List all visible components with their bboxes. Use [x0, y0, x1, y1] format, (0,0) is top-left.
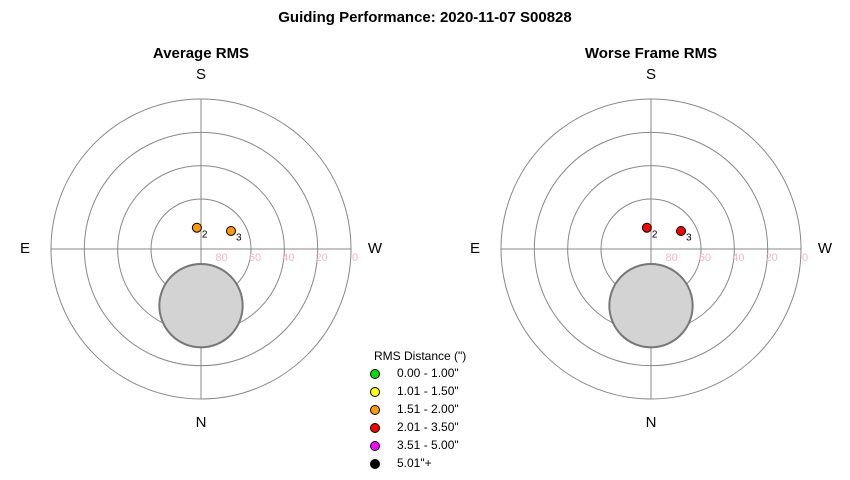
point-label: 3 — [236, 233, 242, 244]
direction-label: E — [20, 240, 30, 257]
legend-marker — [370, 369, 380, 379]
r-tick-label: 0 — [352, 252, 358, 264]
direction-label: W — [818, 240, 833, 257]
direction-label: S — [646, 66, 656, 83]
r-tick-label: 80 — [216, 252, 228, 264]
r-tick-label: 0 — [802, 252, 808, 264]
point-label: 3 — [686, 233, 692, 244]
r-tick-label: 20 — [766, 252, 778, 264]
r-tick-label: 60 — [249, 252, 261, 264]
point-label: 2 — [202, 229, 208, 240]
legend-marker — [370, 405, 380, 415]
direction-label: S — [196, 66, 206, 83]
legend-label: 1.01 - 1.50" — [397, 384, 459, 398]
point — [226, 225, 237, 236]
point — [676, 225, 687, 236]
legend-marker — [370, 387, 380, 397]
exclusion-zone — [158, 263, 244, 349]
r-tick-label: 60 — [699, 252, 711, 264]
r-tick-label: 40 — [732, 252, 744, 264]
page-title: Guiding Performance: 2020-11-07 S00828 — [278, 9, 571, 26]
subplot-title: Worse Frame RMS — [585, 45, 717, 62]
legend-marker — [370, 459, 380, 469]
point — [641, 222, 652, 233]
direction-label: N — [646, 414, 657, 431]
legend-label: 3.51 - 5.00" — [397, 438, 459, 452]
legend-label: 1.51 - 2.00" — [397, 402, 459, 416]
legend-label: 5.01"+ — [397, 456, 432, 470]
exclusion-zone — [608, 263, 694, 349]
legend-label: 0.00 - 1.00" — [397, 366, 459, 380]
point-label: 2 — [652, 229, 658, 240]
subplot-title: Average RMS — [153, 45, 249, 62]
r-tick-label: 20 — [316, 252, 328, 264]
direction-label: W — [368, 240, 383, 257]
legend-title: RMS Distance (") — [374, 349, 466, 363]
direction-label: N — [196, 414, 207, 431]
direction-label: E — [470, 240, 480, 257]
legend-label: 2.01 - 3.50" — [397, 420, 459, 434]
legend-marker — [370, 441, 380, 451]
r-tick-label: 40 — [282, 252, 294, 264]
r-tick-label: 80 — [666, 252, 678, 264]
legend-marker — [370, 423, 380, 433]
point — [191, 222, 202, 233]
